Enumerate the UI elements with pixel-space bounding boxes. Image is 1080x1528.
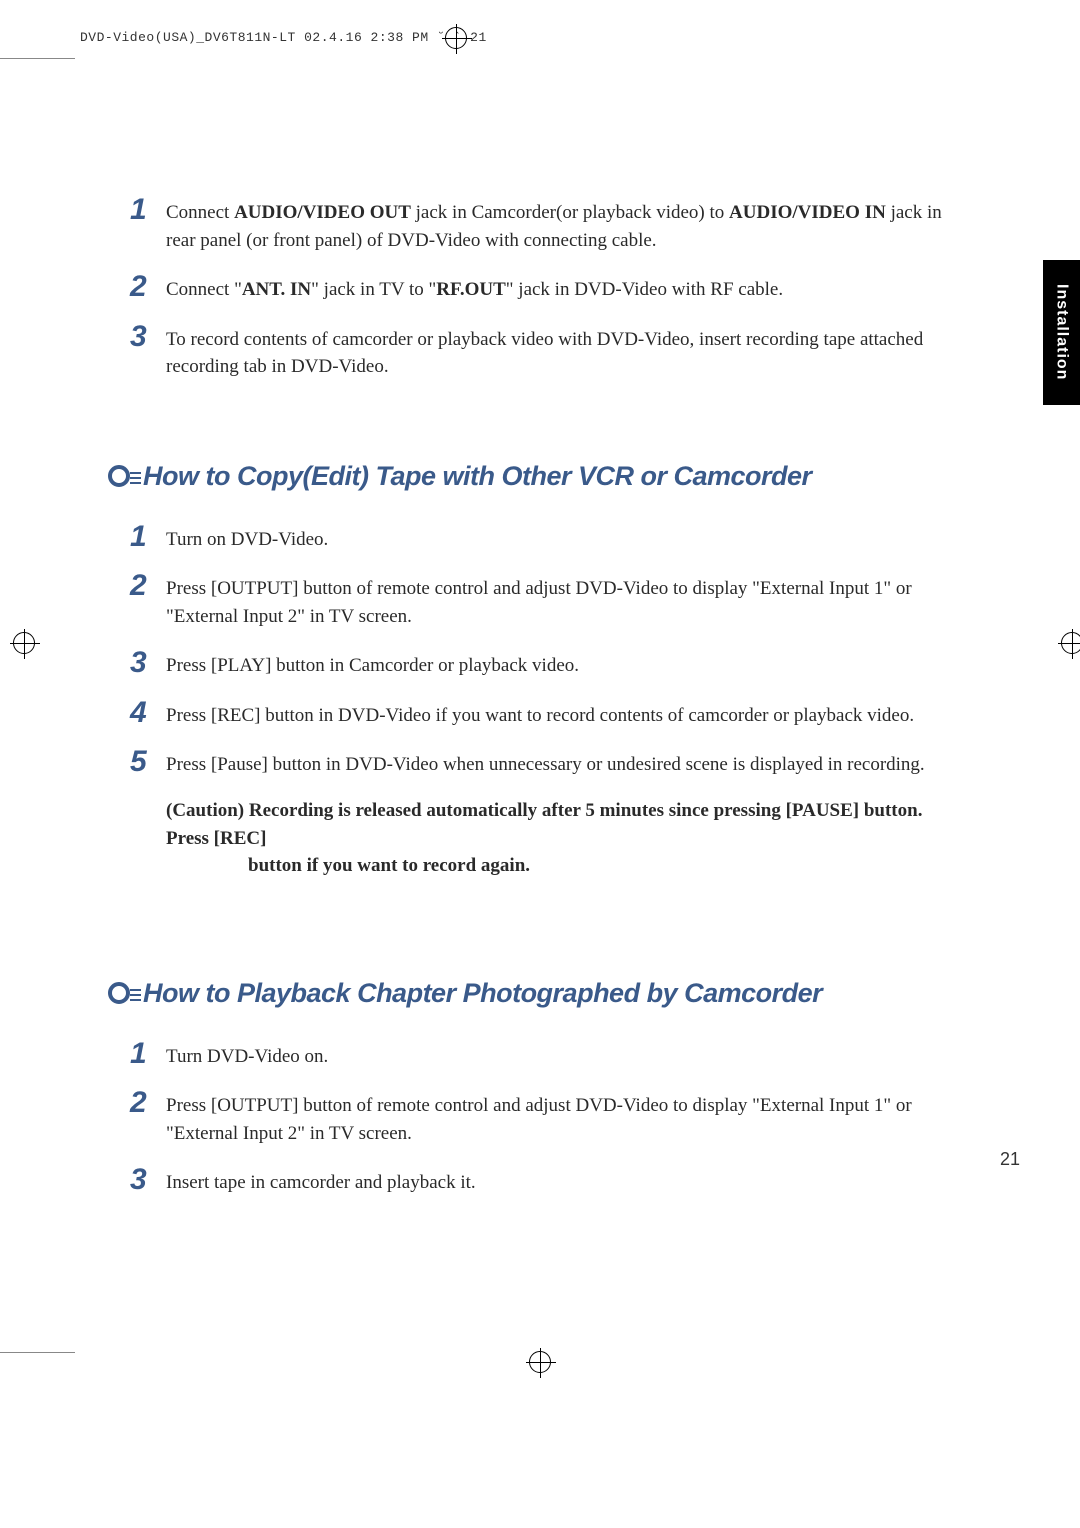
item-text: Press [Pause] button in DVD-Video when u… bbox=[166, 747, 925, 779]
list-item: 5 Press [Pause] button in DVD-Video when… bbox=[130, 747, 960, 779]
list-item: 3 Press [PLAY] button in Camcorder or pl… bbox=[130, 648, 960, 680]
page-number: 21 bbox=[1000, 1149, 1020, 1170]
list-item: 2 Press [OUTPUT] button of remote control… bbox=[130, 1088, 960, 1147]
list-item: 2 Connect "ANT. IN" jack in TV to "RF.OUT… bbox=[130, 272, 960, 304]
section-3-list: 1 Turn DVD-Video on. 2 Press [OUTPUT] butto… bbox=[130, 1039, 960, 1197]
list-item: 1 Turn on DVD-Video. bbox=[130, 522, 960, 554]
section-playback-chapter: How to Playback Chapter Photographed by … bbox=[130, 978, 960, 1197]
caution-line-1: (Caution) Recording is released automati… bbox=[130, 797, 960, 852]
section-heading: How to Copy(Edit) Tape with Other VCR or… bbox=[108, 461, 960, 492]
item-text: Press [OUTPUT] button of remote control … bbox=[166, 571, 960, 630]
bullet-icon bbox=[108, 982, 130, 1004]
list-item: 3 Insert tape in camcorder and playback … bbox=[130, 1165, 960, 1197]
section-tab-installation: Installation bbox=[1043, 260, 1080, 405]
item-number: 4 bbox=[130, 698, 152, 728]
registration-mark-icon bbox=[13, 632, 35, 654]
list-item: 4 Press [REC] button in DVD-Video if you… bbox=[130, 698, 960, 730]
item-text: Press [PLAY] button in Camcorder or play… bbox=[166, 648, 579, 680]
list-item: 1 Connect AUDIO/VIDEO OUT jack in Camcord… bbox=[130, 195, 960, 254]
crop-mark bbox=[0, 1352, 75, 1353]
item-number: 3 bbox=[130, 1165, 152, 1195]
item-text: Connect AUDIO/VIDEO OUT jack in Camcorde… bbox=[166, 195, 960, 254]
list-item: 3 To record contents of camcorder or play… bbox=[130, 322, 960, 381]
item-text: Turn DVD-Video on. bbox=[166, 1039, 328, 1071]
heading-text: How to Playback Chapter Photographed by … bbox=[143, 978, 822, 1009]
document-header-filename: DVD-Video(USA)_DV6T811N-LT 02.4.16 2:38 … bbox=[80, 30, 487, 45]
section-heading: How to Playback Chapter Photographed by … bbox=[108, 978, 960, 1009]
item-text: Connect "ANT. IN" jack in TV to "RF.OUT"… bbox=[166, 272, 783, 304]
item-text: Insert tape in camcorder and playback it… bbox=[166, 1165, 476, 1197]
item-text: Press [OUTPUT] button of remote control … bbox=[166, 1088, 960, 1147]
item-number: 1 bbox=[130, 195, 152, 225]
list-item: 2 Press [OUTPUT] button of remote control… bbox=[130, 571, 960, 630]
registration-mark-icon bbox=[445, 27, 467, 49]
section-copy-edit: How to Copy(Edit) Tape with Other VCR or… bbox=[130, 461, 960, 880]
page-content: 1 Connect AUDIO/VIDEO OUT jack in Camcord… bbox=[130, 195, 960, 1215]
bullet-icon bbox=[108, 465, 130, 487]
item-number: 2 bbox=[130, 571, 152, 601]
item-number: 5 bbox=[130, 747, 152, 777]
registration-mark-icon bbox=[529, 1351, 551, 1373]
crop-mark bbox=[0, 58, 75, 59]
item-number: 3 bbox=[130, 648, 152, 678]
item-number: 1 bbox=[130, 522, 152, 552]
registration-mark-icon bbox=[1061, 632, 1080, 654]
item-number: 3 bbox=[130, 322, 152, 352]
item-number: 1 bbox=[130, 1039, 152, 1069]
heading-text: How to Copy(Edit) Tape with Other VCR or… bbox=[143, 461, 812, 492]
item-number: 2 bbox=[130, 1088, 152, 1118]
section-2-list: 1 Turn on DVD-Video. 2 Press [OUTPUT] butto… bbox=[130, 522, 960, 779]
item-text: To record contents of camcorder or playb… bbox=[166, 322, 960, 381]
item-text: Turn on DVD-Video. bbox=[166, 522, 328, 554]
list-item: 1 Turn DVD-Video on. bbox=[130, 1039, 960, 1071]
section-1-list: 1 Connect AUDIO/VIDEO OUT jack in Camcord… bbox=[130, 195, 960, 381]
item-text: Press [REC] button in DVD-Video if you w… bbox=[166, 698, 914, 730]
caution-line-2: button if you want to record again. bbox=[130, 852, 960, 880]
item-number: 2 bbox=[130, 272, 152, 302]
